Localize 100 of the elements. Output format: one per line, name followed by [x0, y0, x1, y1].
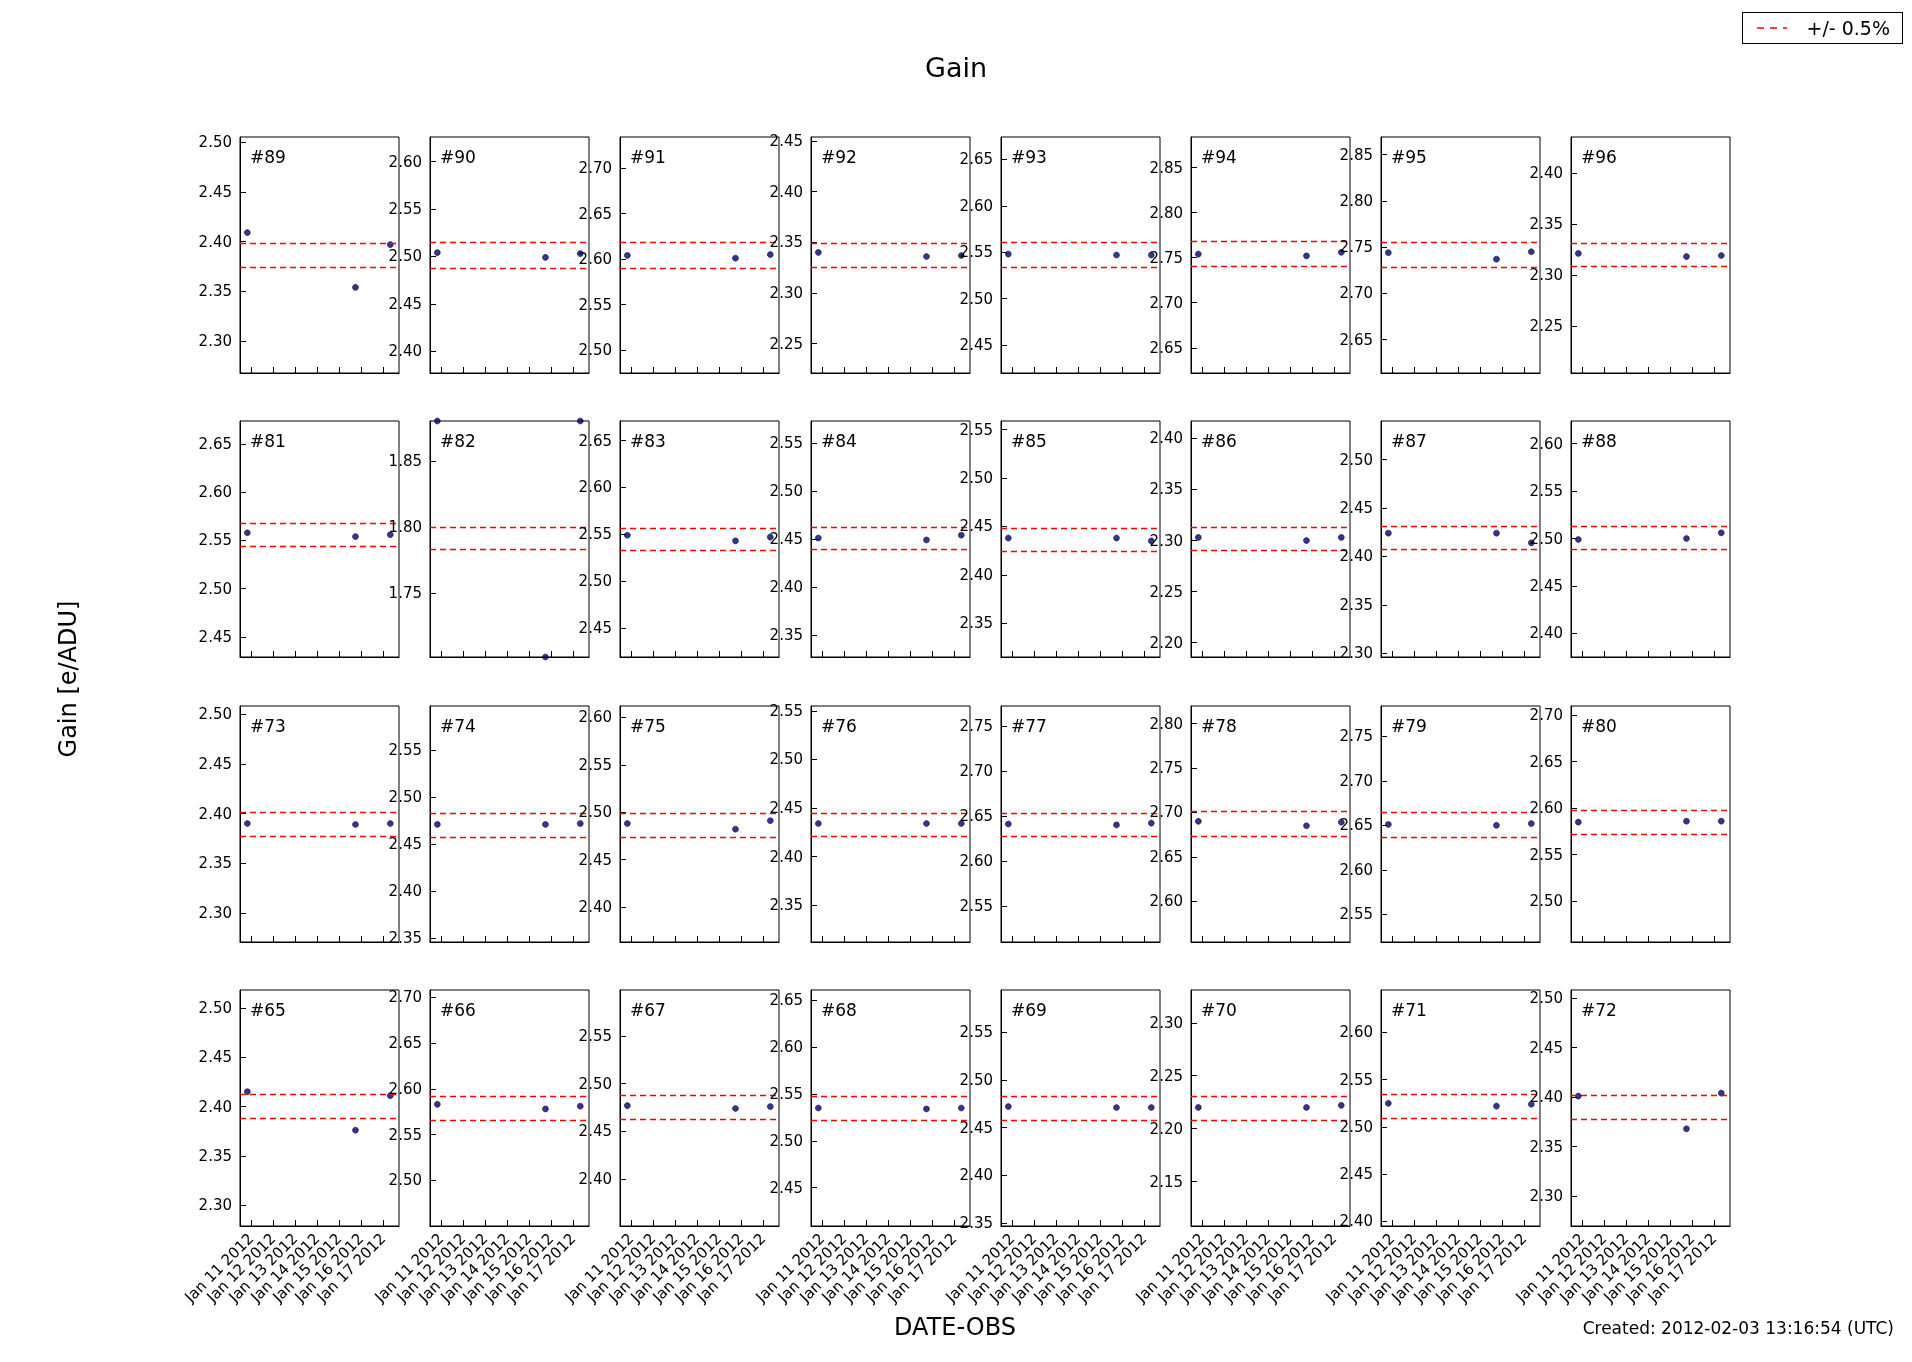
- y-tick-label: 2.70: [1529, 705, 1564, 724]
- y-tick-label: 2.75: [959, 716, 993, 735]
- y-tick-label: 2.50: [578, 341, 613, 360]
- y-tick-label: 2.50: [769, 1131, 803, 1150]
- y-tick-label: 2.50: [198, 704, 232, 723]
- text: #73: [250, 715, 286, 736]
- text: #95: [1391, 146, 1428, 167]
- y-tick-label: 2.70: [1339, 284, 1374, 303]
- y-tick-label: 2.35: [198, 282, 232, 301]
- y-tick-label: 2.40: [959, 1166, 993, 1185]
- y-tick-label: 2.55: [388, 200, 423, 219]
- y-tick-label: 2.60: [198, 483, 232, 502]
- legend-label: +/- 0.5%: [1806, 17, 1890, 39]
- y-tick-label: 2.70: [1339, 771, 1374, 790]
- text: #83: [630, 430, 667, 451]
- y-tick-label: 2.40: [1529, 1087, 1564, 1106]
- text: #93: [1010, 146, 1047, 167]
- y-tick-label: 2.40: [769, 578, 803, 597]
- y-tick-label: 2.55: [578, 525, 613, 544]
- y-tick-label: 2.35: [769, 626, 803, 645]
- y-tick-label: 2.40: [1529, 624, 1564, 643]
- y-tick-label: 2.75: [1149, 248, 1183, 267]
- y-tick-label: 2.80: [1149, 714, 1183, 733]
- y-tick-label: 2.55: [959, 896, 993, 915]
- y-tick-label: 2.50: [578, 572, 613, 591]
- y-tick-label: 2.80: [1149, 203, 1183, 222]
- y-tick-label: 2.30: [1149, 531, 1183, 550]
- y-tick-label: 2.30: [769, 283, 803, 302]
- text: #78: [1201, 715, 1237, 736]
- y-tick-label: 2.30: [198, 903, 232, 922]
- y-tick-label: 2.65: [1149, 847, 1183, 866]
- y-tick-label: 2.40: [1339, 547, 1374, 566]
- y-tick-label: 2.70: [1149, 803, 1183, 822]
- y-tick-label: 2.65: [578, 204, 613, 223]
- y-tick-label: 2.55: [578, 755, 613, 774]
- y-tick-label: 2.50: [388, 1171, 423, 1190]
- y-tick-label: 2.25: [769, 334, 803, 353]
- y-tick-label: 2.50: [1529, 891, 1564, 910]
- y-tick-label: 2.45: [1529, 1038, 1564, 1057]
- y-tick-label: 2.50: [959, 289, 993, 308]
- text: #77: [1010, 715, 1047, 736]
- y-tick-label: 2.65: [1339, 330, 1374, 349]
- y-tick-label: 2.65: [578, 431, 613, 450]
- y-tick-label: 2.40: [388, 881, 423, 900]
- y-tick-label: 2.85: [1339, 145, 1374, 164]
- y-tick-label: 2.55: [959, 421, 993, 439]
- y-tick-label: 2.35: [198, 853, 232, 872]
- y-tick-label: 2.40: [769, 182, 803, 201]
- text: #69: [1010, 999, 1047, 1020]
- y-tick-label: 2.45: [198, 628, 232, 647]
- text: #74: [440, 715, 477, 736]
- y-tick-label: 2.55: [1339, 1070, 1374, 1089]
- y-tick-label: 2.60: [1149, 891, 1183, 910]
- text: #72: [1581, 999, 1618, 1020]
- text: #80: [1581, 715, 1618, 736]
- text: #86: [1201, 430, 1237, 451]
- y-tick-label: 2.70: [1149, 293, 1183, 312]
- y-tick-label: 2.55: [198, 531, 232, 550]
- y-tick-label: 2.40: [388, 342, 423, 361]
- y-tick-label: 2.60: [578, 707, 613, 726]
- y-tick-label: 2.65: [769, 991, 803, 1010]
- y-tick-label: 2.60: [1339, 1023, 1374, 1042]
- y-tick-label: 2.55: [388, 1125, 423, 1144]
- y-tick-label: 2.35: [1339, 596, 1374, 615]
- y-tick-label: 2.15: [1149, 1172, 1183, 1191]
- y-tick-label: 2.35: [1149, 480, 1183, 499]
- y-tick-label: 2.35: [959, 1214, 993, 1233]
- text: #91: [630, 146, 667, 167]
- y-tick-label: 2.45: [198, 1048, 232, 1067]
- text: #90: [440, 146, 477, 167]
- y-tick-label: 2.75: [1149, 758, 1183, 777]
- y-tick-label: 2.70: [578, 158, 613, 177]
- y-tick-label: 2.50: [388, 787, 423, 806]
- text: #67: [630, 999, 667, 1020]
- y-tick-label: 2.55: [578, 295, 613, 314]
- text: DATE-OBS: [894, 1313, 1016, 1341]
- y-tick-label: 2.20: [1149, 1119, 1183, 1138]
- y-tick-label: 2.50: [1339, 450, 1374, 469]
- text: #88: [1581, 430, 1618, 451]
- y-tick-label: 2.75: [1339, 238, 1374, 257]
- y-tick-label: 2.60: [388, 152, 423, 171]
- y-tick-label: 2.60: [959, 196, 993, 215]
- y-tick-label: 1.80: [388, 518, 423, 537]
- y-tick-label: 2.40: [198, 804, 232, 823]
- y-tick-label: 2.45: [578, 619, 613, 638]
- y-tick-label: 2.55: [1529, 845, 1564, 864]
- y-tick-label: 2.45: [1529, 577, 1564, 596]
- text: #81: [250, 430, 286, 451]
- y-tick-label: 2.35: [959, 614, 993, 633]
- y-tick-label: 2.40: [1339, 1212, 1374, 1231]
- y-tick-label: 2.80: [1339, 191, 1374, 210]
- y-tick-label: 2.40: [959, 566, 993, 585]
- y-tick-label: 2.30: [1149, 1013, 1183, 1032]
- y-tick-label: 2.50: [959, 1070, 993, 1089]
- y-tick-label: 2.45: [769, 1178, 803, 1197]
- text: #82: [440, 430, 477, 451]
- y-tick-label: 2.65: [198, 435, 232, 454]
- text: Gain [e/ADU]: [54, 600, 82, 758]
- y-tick-label: 2.50: [198, 579, 232, 598]
- text: #65: [250, 999, 286, 1020]
